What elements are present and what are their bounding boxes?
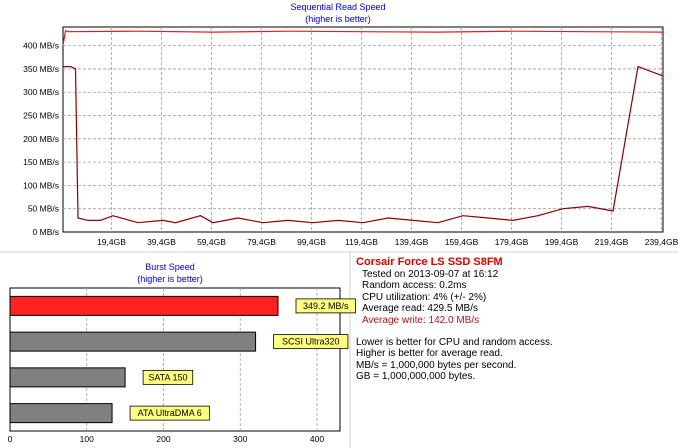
x-tick-label: 199,4GB (545, 237, 579, 247)
y-tick-label: 350 MB/s (23, 64, 59, 74)
burst-chart-subtitle: (higher is better) (137, 274, 203, 284)
note-line: Lower is better for CPU and random acces… (356, 337, 553, 349)
burst-bar-reference (9, 331, 257, 352)
y-tick-label: 300 MB/s (23, 87, 59, 97)
random-access: Random access: 0.2ms (362, 280, 467, 292)
burst-bar-reference (9, 403, 113, 424)
sequential-read-chart: Sequential Read Speed (higher is better)… (23, 2, 678, 247)
x-tick-label: 200 (156, 434, 170, 444)
x-tick-label: 159,4GB (445, 237, 479, 247)
x-tick-label: 179,4GB (495, 237, 529, 247)
burst-chart-title: Burst Speed (145, 262, 195, 272)
bar-label: 349.2 MB/s (303, 301, 349, 311)
y-tick-label: 0 MB/s (33, 227, 59, 237)
x-tick-label: 0 (8, 434, 13, 444)
bar-label: SATA 150 (148, 372, 187, 382)
x-tick-label: 79,4GB (247, 237, 276, 247)
x-tick-label: 19,4GB (97, 237, 126, 247)
x-tick-label: 219,4GB (595, 237, 629, 247)
bar-label: ATA UltraDMA 6 (138, 408, 202, 418)
bar-label-box (273, 334, 349, 350)
x-tick-label: 119,4GB (345, 237, 378, 247)
note-line: GB = 1,000,000,000 bytes. (356, 371, 476, 383)
average-read: Average read: 429.5 MB/s (362, 303, 478, 315)
x-tick-label: 39,4GB (147, 237, 176, 247)
cpu-utilization: CPU utilization: 4% (+/- 2%) (362, 291, 487, 303)
bar-label-box (129, 405, 210, 421)
x-tick-label: 400 (310, 434, 324, 444)
y-tick-label: 200 MB/s (23, 134, 59, 144)
y-tick-label: 400 MB/s (23, 41, 59, 51)
test-date: Tested on 2013-09-07 at 16:12 (362, 269, 499, 280)
y-tick-label: 250 MB/s (23, 111, 59, 121)
average-write: Average write: 142.0 MB/s (362, 314, 480, 326)
y-tick-label: 150 MB/s (23, 157, 59, 167)
read-speed-series (63, 65, 664, 224)
burst-speed-chart: Burst Speed (higher is better) 349.2 MB/… (8, 262, 356, 444)
notes: Lower is better for CPU and random acces… (356, 337, 676, 383)
x-tick-label: 100 (80, 434, 94, 444)
note-line: MB/s = 1,000,000 bytes per second. (356, 359, 517, 371)
x-tick-label: 139,4GB (395, 237, 429, 247)
drive-name: Corsair Force LS SSD S8FM (356, 256, 503, 268)
seq-plot-area (62, 26, 664, 233)
write-speed-series (62, 29, 664, 46)
y-tick-label: 50 MB/s (28, 204, 59, 214)
burst-bar-reference (9, 367, 126, 388)
bar-label-box (295, 298, 356, 314)
x-tick-label: 59,4GB (197, 237, 226, 247)
x-tick-label: 99,4GB (297, 237, 326, 247)
bar-label-box (142, 369, 194, 385)
burst-bar-tested (9, 295, 279, 316)
y-tick-label: 100 MB/s (23, 180, 59, 190)
note-line: Higher is better for average read. (356, 348, 503, 360)
x-tick-label: 300 (233, 434, 247, 444)
x-tick-label: 239,4GB (645, 237, 678, 247)
bar-label: SCSI Ultra320 (282, 337, 340, 347)
seq-chart-subtitle: (higher is better) (305, 14, 371, 24)
drive-info-panel: Corsair Force LS SSD S8FM Tested on 2013… (356, 256, 676, 446)
seq-chart-title: Sequential Read Speed (290, 2, 385, 12)
